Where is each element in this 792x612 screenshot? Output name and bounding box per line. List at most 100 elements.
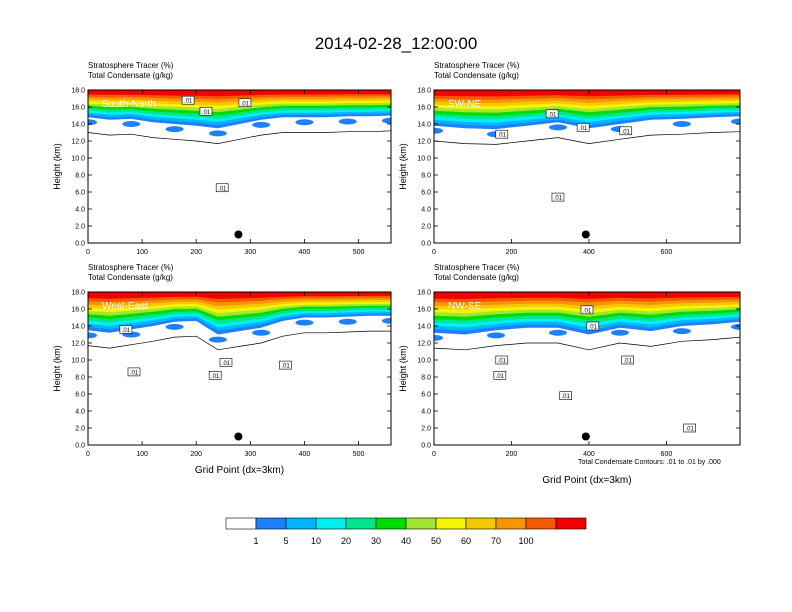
- x-tick-label: 200: [506, 451, 518, 458]
- contour-label-box: [683, 423, 696, 433]
- panel-subtitle-tracer: Stratosphere Tracer (%): [434, 263, 520, 272]
- contour-label-box: [279, 360, 292, 370]
- y-tick-label: 2.0: [421, 224, 431, 231]
- panel-label: SW-NE: [448, 99, 481, 110]
- contour-label-box: [586, 321, 600, 331]
- y-axis-label: Height (km): [52, 143, 62, 190]
- contour-label-box: [199, 106, 213, 116]
- tracer-patch: [672, 328, 691, 335]
- tracer-patch: [731, 323, 740, 330]
- tracer-patch: [434, 334, 443, 341]
- tracer-patch: [165, 323, 184, 330]
- y-tick-label: 8.0: [75, 375, 85, 382]
- figure-title: 2014-02-28_12:00:00: [315, 34, 478, 53]
- condensate-contour: [88, 330, 391, 351]
- y-tick-label: 12.0: [71, 139, 85, 146]
- colorbar-cell: [555, 517, 587, 530]
- y-axis-label: Height (km): [398, 345, 408, 392]
- y-tick-label: 16.0: [417, 307, 431, 314]
- tracer-patch: [338, 318, 357, 325]
- y-tick-label: 18.0: [71, 88, 85, 95]
- panels: Stratosphere Tracer (%)Total Condensate …: [52, 61, 741, 486]
- panel-subtitle-tracer: Stratosphere Tracer (%): [88, 61, 174, 70]
- x-tick-label: 500: [353, 451, 365, 458]
- panel-subtitle-condensate: Total Condensate (g/kg): [434, 71, 519, 80]
- contour-label-box: [551, 192, 565, 202]
- contour-label: .01: [130, 370, 139, 376]
- contour-label-box: [215, 183, 229, 193]
- panel-label: South-North: [102, 99, 156, 110]
- y-tick-label: 16.0: [417, 105, 431, 112]
- colorbar-cell: [315, 517, 347, 530]
- colorbar-cell: [495, 517, 527, 530]
- colorbar-label: 20: [341, 536, 351, 546]
- contour-label-box: [208, 370, 222, 380]
- y-tick-label: 8.0: [421, 375, 431, 382]
- contour-label-box: [545, 109, 559, 119]
- panel-subtitle-condensate: Total Condensate (g/kg): [88, 273, 173, 282]
- colorbar-cell: [375, 517, 407, 530]
- plot-frame: [433, 89, 741, 244]
- y-tick-label: 6.0: [75, 392, 85, 399]
- y-tick-label: 10.0: [71, 358, 85, 365]
- contour-label-box: [493, 370, 507, 380]
- tracer-band: [434, 292, 740, 299]
- condensate-contour: [88, 130, 391, 144]
- panel-label: West-East: [102, 301, 148, 312]
- panel-label: NW-SE: [448, 301, 481, 312]
- colorbar-cell: [285, 517, 317, 530]
- y-tick-label: 18.0: [71, 290, 85, 297]
- contour-label-box: [619, 126, 633, 136]
- y-tick-label: 18.0: [417, 88, 431, 95]
- tracer-patch: [338, 118, 357, 125]
- colorbar-label: 40: [401, 536, 411, 546]
- y-tick-label: 6.0: [421, 190, 431, 197]
- colorbar-label: 1: [253, 536, 258, 546]
- y-tick-label: 14.0: [417, 324, 431, 331]
- contour-label: .01: [548, 112, 557, 118]
- y-tick-label: 0.0: [75, 241, 85, 248]
- contour-label: .01: [589, 325, 598, 331]
- tracer-patch: [208, 130, 227, 137]
- y-tick-label: 12.0: [417, 139, 431, 146]
- plot-frame: [87, 291, 392, 446]
- colorbar-cell: [345, 517, 377, 530]
- x-tick-label: 400: [299, 249, 311, 256]
- contour-label: .01: [498, 133, 507, 139]
- tracer-patch: [295, 319, 314, 326]
- contour-label-box: [219, 358, 233, 367]
- y-tick-label: 0.0: [75, 443, 85, 450]
- x-tick-label: 200: [190, 249, 202, 256]
- colorbar-label: 5: [283, 536, 288, 546]
- contour-label: .01: [498, 359, 507, 365]
- plot-frame: [433, 291, 741, 446]
- y-tick-label: 18.0: [417, 290, 431, 297]
- tracer-patch: [252, 329, 271, 336]
- tracer-patch: [208, 336, 227, 343]
- panel-subtitle-tracer: Stratosphere Tracer (%): [88, 263, 174, 272]
- y-tick-label: 2.0: [421, 426, 431, 433]
- panel-subtitle-condensate: Total Condensate (g/kg): [88, 71, 173, 80]
- colorbar-label: 50: [431, 536, 441, 546]
- colorbar-label: 30: [371, 536, 381, 546]
- tracer-patch: [486, 332, 505, 339]
- y-tick-label: 0.0: [421, 241, 431, 248]
- contour-label: .01: [241, 101, 250, 107]
- colorbar-cell: [255, 517, 287, 530]
- contour-label-box: [127, 367, 141, 377]
- tracer-patch: [610, 329, 629, 336]
- tracer-patch: [548, 329, 567, 336]
- contour-label: .01: [281, 364, 290, 370]
- tracer-band: [88, 292, 391, 299]
- x-tick-label: 100: [136, 451, 148, 458]
- panel: Stratosphere Tracer (%)Total Condensate …: [398, 61, 741, 256]
- y-axis-label: Height (km): [398, 143, 408, 190]
- y-tick-label: 8.0: [75, 173, 85, 180]
- colorbar-cell: [405, 517, 437, 530]
- tracer-patch: [382, 117, 391, 124]
- x-tick-label: 0: [86, 451, 90, 458]
- contour-label: .01: [554, 196, 563, 202]
- colorbar-cell: [225, 517, 257, 530]
- x-tick-label: 200: [506, 249, 518, 256]
- x-tick-label: 300: [244, 249, 256, 256]
